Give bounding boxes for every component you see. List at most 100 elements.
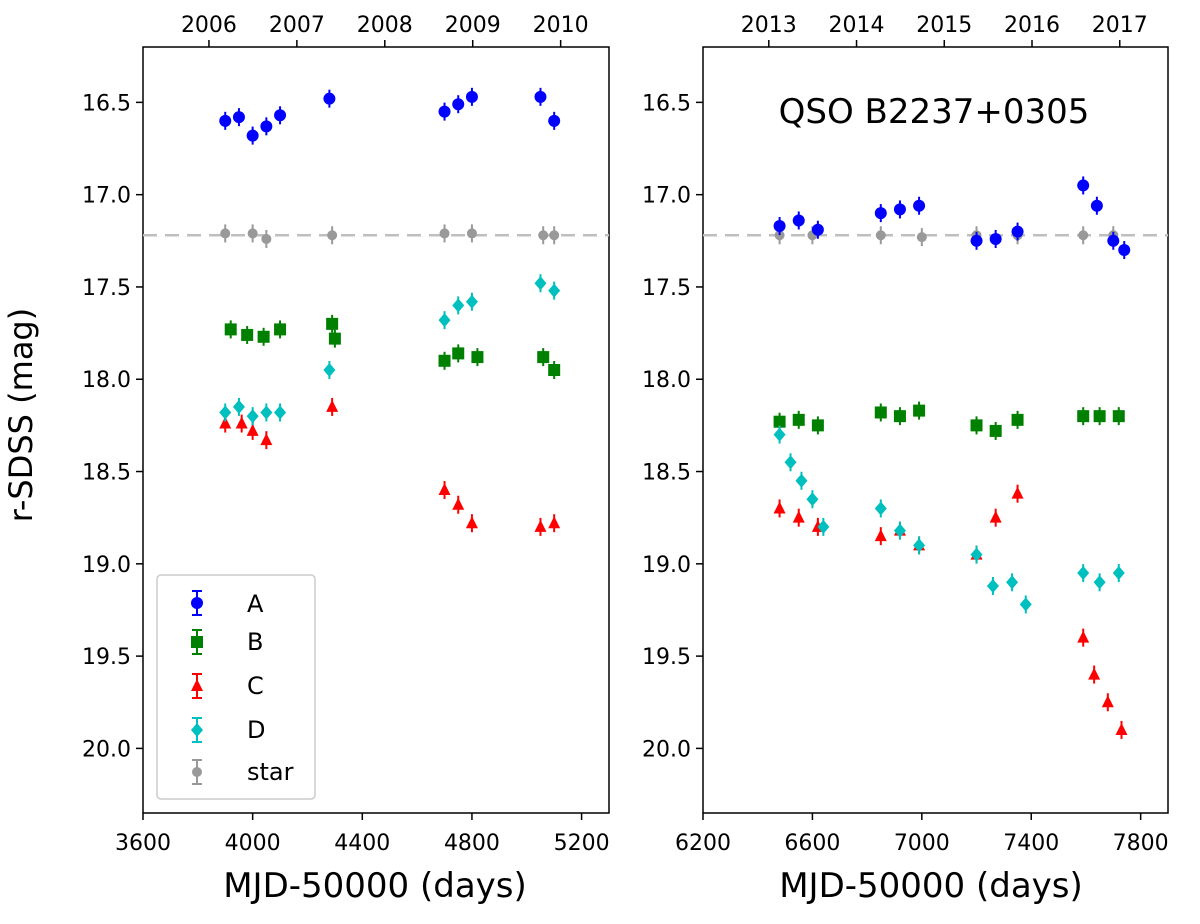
data-point-c [438, 482, 451, 495]
data-point-b [874, 406, 887, 419]
data-point-d [970, 547, 983, 562]
data-point-d [246, 409, 259, 424]
panel-right-series-a [773, 176, 1131, 260]
data-point-d [874, 501, 887, 516]
data-point-d [893, 523, 906, 538]
panel-right-x-tick-label: 6200 [675, 831, 731, 856]
legend-label-a: A [247, 590, 264, 618]
data-point-b [438, 354, 451, 367]
data-point-d [260, 405, 273, 420]
data-point-c [1115, 722, 1128, 735]
panel-right-top-tick-label: 2017 [1092, 13, 1148, 38]
data-point-d [534, 276, 547, 291]
data-point-star [1078, 230, 1089, 241]
data-point-a [1090, 199, 1103, 212]
data-point-b [792, 413, 805, 426]
data-point-star [439, 228, 450, 239]
data-point-a [274, 109, 287, 122]
data-point-c [465, 516, 478, 529]
legend-label-b: B [247, 628, 263, 656]
legend: A B C D star [156, 574, 316, 800]
data-point-c [1077, 630, 1090, 643]
chart-title: QSO B2237+0305 [779, 92, 1090, 132]
panel-left-y-tick-label: 20.0 [82, 737, 131, 762]
data-point-d [232, 399, 245, 414]
data-point-c [874, 529, 887, 542]
data-point-a [438, 105, 451, 118]
legend-symbol-star [192, 767, 202, 777]
panel-right-y-tick-label: 18.5 [642, 461, 691, 486]
panel-left-y-tick-label: 17.0 [82, 184, 131, 209]
data-point-star [875, 230, 886, 241]
data-point-a [534, 90, 547, 103]
data-point-b [274, 323, 287, 336]
data-point-d [274, 405, 287, 420]
panel-right-frame [702, 46, 1169, 814]
data-point-b [1093, 410, 1106, 423]
panel-left-top-tick-label: 2008 [357, 13, 413, 38]
panel-left-y-tick-label: 19.5 [82, 645, 131, 670]
data-point-d [784, 455, 797, 470]
data-point-c [792, 510, 805, 523]
data-point-star [327, 230, 338, 241]
data-point-c [246, 423, 259, 436]
data-point-c [326, 399, 339, 412]
data-point-c [235, 416, 248, 429]
data-point-b [257, 330, 270, 343]
data-point-star [538, 230, 549, 241]
panel-left-series-c [219, 397, 561, 536]
data-point-d [913, 538, 926, 553]
panel-left-series-d [219, 274, 561, 426]
data-point-b [537, 351, 550, 364]
panel-right: 16.5 17.0 17.5 18.0 18.5 19.0 19.5 20.0 6200 6600… [642, 13, 1169, 856]
data-point-c [219, 416, 232, 429]
data-point-d [1077, 566, 1090, 581]
data-point-b [548, 364, 561, 377]
panel-left-x-tick-label: 4800 [444, 831, 500, 856]
data-point-b [811, 419, 824, 432]
panel-right-y-tick-label: 20.0 [642, 737, 691, 762]
panel-left-frame [142, 46, 610, 814]
panel-left-y-tick-label: 17.5 [82, 276, 131, 301]
panel-left-series-b [224, 314, 561, 380]
panel-left-x-tick-label: 4000 [225, 831, 281, 856]
data-point-a [232, 111, 245, 124]
panel-left-y-tick-label: 19.0 [82, 553, 131, 578]
legend-symbol-b [191, 636, 203, 648]
data-point-star [549, 230, 560, 241]
panel-right-series-d [773, 425, 1125, 614]
data-point-c [548, 516, 561, 529]
data-point-a [1011, 225, 1024, 238]
panel-left-series-star [220, 224, 560, 248]
data-point-c [1101, 695, 1114, 708]
data-point-b [1011, 413, 1024, 426]
data-point-d [795, 473, 808, 488]
data-point-a [548, 114, 561, 127]
data-point-a [1118, 244, 1131, 257]
data-point-d [452, 298, 465, 313]
panel-right-top-tick-label: 2013 [741, 13, 797, 38]
data-point-a [792, 214, 805, 227]
legend-symbol-a [191, 597, 203, 609]
panel-right-y-tick-label: 19.5 [642, 645, 691, 670]
panel-left-series-a [219, 87, 561, 145]
data-point-a [989, 232, 1002, 245]
panel-left-top-tick-label: 2006 [181, 13, 237, 38]
legend-label-d: D [247, 716, 265, 744]
legend-label-c: C [247, 672, 264, 700]
panel-right-y-tick-label: 17.5 [642, 276, 691, 301]
panel-right-y-tick-label: 18.0 [642, 368, 691, 393]
legend-label-star: star [247, 758, 294, 786]
panel-right-top-tick-label: 2014 [829, 13, 885, 38]
data-point-a [452, 98, 465, 111]
data-point-d [219, 405, 232, 420]
data-point-a [465, 90, 478, 103]
data-point-a [1077, 179, 1090, 192]
data-point-b [989, 424, 1002, 437]
data-point-a [811, 223, 824, 236]
data-point-c [452, 497, 465, 510]
legend-symbols [191, 590, 203, 785]
panel-right-y-tick-label: 19.0 [642, 553, 691, 578]
data-point-a [219, 114, 232, 127]
